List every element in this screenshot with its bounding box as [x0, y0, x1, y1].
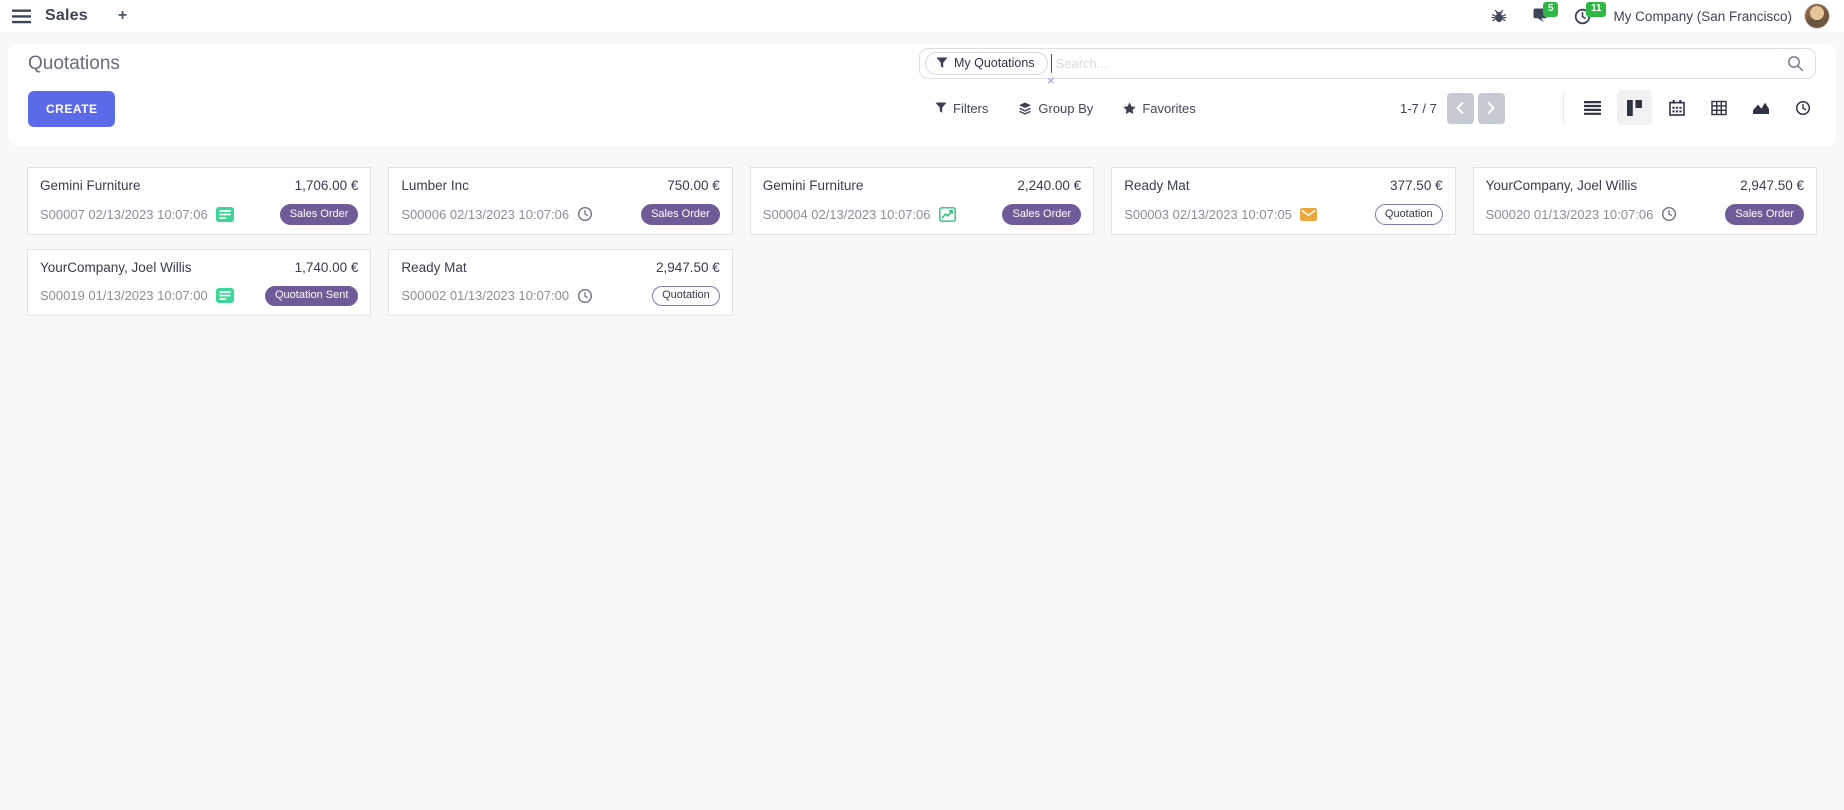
order-amount: 2,947.50 € — [1740, 178, 1804, 193]
order-amount: 1,740.00 € — [294, 259, 359, 275]
chevron-right-icon — [1488, 102, 1496, 114]
order-amount: 750.00 € — [667, 178, 720, 193]
kanban-card[interactable]: Lumber Inc 750.00 € S00006 02/13/2023 10:0… — [388, 167, 733, 235]
order-reference: S00020 01/13/2023 10:07:06 — [1485, 206, 1654, 222]
search-facet-my-quotations[interactable]: My Quotations — [925, 52, 1048, 75]
kanban-card[interactable]: Gemini Furniture 2,240.00 € S00004 02/13/2… — [749, 167, 1095, 235]
customer-name: Lumber Inc — [401, 178, 469, 193]
customer-name: Gemini Furniture — [40, 178, 141, 193]
apps-menu-icon[interactable] — [10, 7, 33, 26]
pager-next-button[interactable] — [1477, 92, 1505, 124]
activity-view-icon — [1795, 100, 1810, 115]
kanban-card[interactable]: Ready Mat 377.50 € S00003 02/13/2023 10:07… — [1111, 167, 1456, 235]
view-switcher — [1563, 90, 1820, 125]
favorites-label: Favorites — [1142, 100, 1196, 116]
view-activity-button[interactable] — [1785, 90, 1820, 125]
pivot-view-icon — [1710, 100, 1727, 115]
list-green-icon[interactable] — [215, 206, 234, 222]
order-reference: S00003 02/13/2023 10:07:05 — [1124, 206, 1292, 222]
filters-label: Filters — [953, 100, 989, 116]
list-view-icon — [1584, 100, 1601, 115]
status-badge: Sales Order — [1002, 204, 1082, 225]
page-title: Quotations — [28, 53, 120, 74]
kanban-card[interactable]: YourCompany, Joel Willis 1,740.00 € S00019… — [27, 248, 372, 316]
layers-icon — [1019, 102, 1032, 115]
messages-count-badge: 5 — [1543, 1, 1558, 17]
kanban-view-icon — [1627, 99, 1642, 116]
top-navbar: Sales + 5 11 My Company (San Francisco) — [0, 0, 1844, 32]
order-amount: 2,947.50 € — [655, 259, 720, 275]
view-kanban-button[interactable] — [1617, 90, 1652, 125]
company-switcher[interactable]: My Company (San Francisco) — [1613, 8, 1792, 24]
order-reference: S00004 02/13/2023 10:07:06 — [762, 206, 931, 222]
debug-bug-icon[interactable] — [1491, 8, 1507, 24]
search-bar[interactable]: My Quotations × — [919, 48, 1816, 87]
chart-green-icon[interactable] — [938, 206, 956, 222]
clock-icon[interactable] — [577, 288, 593, 304]
filter-funnel-icon — [936, 57, 948, 68]
status-badge: Quotation — [652, 285, 720, 306]
divider — [1563, 93, 1564, 122]
group-by-label: Group By — [1038, 100, 1094, 116]
status-badge: Sales Order — [279, 204, 359, 225]
order-reference: S00002 01/13/2023 10:07:00 — [401, 288, 570, 304]
customer-name: Gemini Furniture — [762, 178, 864, 193]
control-panel: Quotations My Quotations × CREATE Filter… — [8, 44, 1836, 146]
status-badge: Sales Order — [641, 204, 720, 225]
messages-icon[interactable]: 5 — [1531, 1, 1558, 25]
group-by-button[interactable]: Group By — [1018, 101, 1093, 116]
order-amount: 377.50 € — [1390, 178, 1443, 193]
search-facet-label: My Quotations — [954, 56, 1035, 70]
customer-name: Ready Mat — [401, 259, 467, 275]
filters-button[interactable]: Filters — [935, 101, 988, 116]
view-pivot-button[interactable] — [1701, 90, 1736, 125]
search-input[interactable] — [1055, 56, 1787, 71]
customer-name: YourCompany, Joel Willis — [1485, 178, 1638, 193]
favorites-button[interactable]: Favorites — [1123, 100, 1196, 116]
view-graph-button[interactable] — [1743, 90, 1778, 125]
add-tab-icon[interactable]: + — [117, 7, 128, 24]
activities-clock-icon[interactable]: 11 — [1574, 1, 1607, 25]
view-list-button[interactable] — [1575, 90, 1610, 125]
app-name[interactable]: Sales — [45, 7, 88, 24]
calendar-view-icon — [1668, 99, 1685, 116]
graph-view-icon — [1752, 102, 1769, 114]
order-reference: S00007 02/13/2023 10:07:06 — [40, 206, 208, 222]
envelope-orange-icon[interactable] — [1299, 207, 1317, 221]
customer-name: Ready Mat — [1124, 178, 1190, 193]
create-button[interactable]: CREATE — [28, 91, 116, 127]
clock-icon[interactable] — [577, 206, 593, 222]
status-badge: Sales Order — [1725, 204, 1804, 225]
text-caret — [1050, 54, 1052, 73]
order-reference: S00019 01/13/2023 10:07:00 — [40, 288, 208, 304]
pager-range: 1-7 / 7 — [1400, 100, 1437, 116]
chevron-left-icon — [1456, 102, 1464, 114]
view-calendar-button[interactable] — [1659, 90, 1694, 125]
filter-funnel-icon — [935, 102, 947, 113]
customer-name: YourCompany, Joel Willis — [40, 259, 192, 275]
order-amount: 1,706.00 € — [294, 178, 359, 193]
pager: 1-7 / 7 — [1400, 91, 1505, 125]
clock-icon[interactable] — [1661, 206, 1677, 222]
activities-count-badge: 11 — [1586, 1, 1607, 17]
order-amount: 2,240.00 € — [1017, 178, 1082, 193]
status-badge: Quotation — [1374, 204, 1443, 225]
kanban-card[interactable]: YourCompany, Joel Willis 2,947.50 € S00020… — [1472, 167, 1817, 235]
order-reference: S00006 02/13/2023 10:07:06 — [401, 206, 570, 222]
kanban-card[interactable]: Ready Mat 2,947.50 € S00002 01/13/2023 10:… — [388, 248, 733, 316]
list-green-icon[interactable] — [215, 288, 234, 304]
star-icon — [1123, 101, 1136, 114]
kanban-cards: Gemini Furniture 1,706.00 € S00007 02/13/2… — [27, 167, 1817, 316]
search-icon[interactable] — [1787, 55, 1804, 72]
user-avatar[interactable] — [1804, 3, 1830, 29]
remove-facet-icon[interactable]: × — [1047, 73, 1055, 88]
status-badge: Quotation Sent — [265, 285, 359, 306]
kanban-card[interactable]: Gemini Furniture 1,706.00 € S00007 02/13/2… — [27, 167, 372, 235]
pager-previous-button[interactable] — [1446, 92, 1474, 124]
